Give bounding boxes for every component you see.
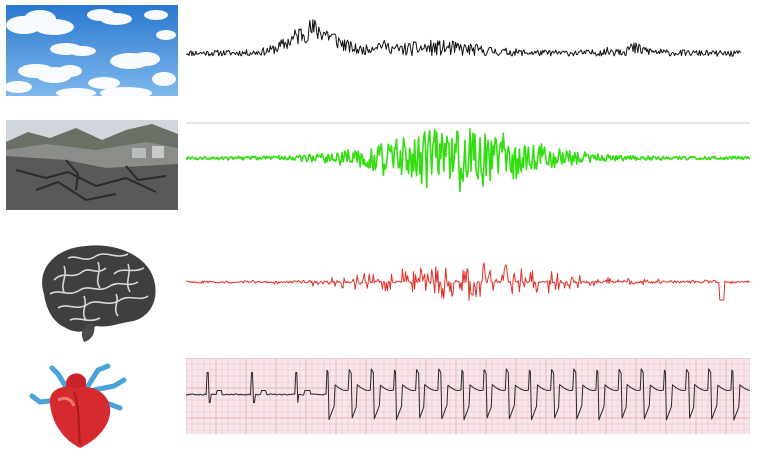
sky-photo-icon	[6, 5, 178, 96]
signal-line-heart	[186, 368, 750, 421]
signal-trace-brain	[186, 262, 750, 302]
signal-line-earthquake	[186, 128, 750, 193]
brain-illustration-icon	[24, 236, 166, 346]
signal-trace-sky	[186, 19, 741, 57]
earthquake-road-photo-icon	[6, 120, 178, 210]
signal-trace-earthquake	[186, 122, 750, 193]
ecg-grid-lines	[186, 358, 750, 434]
signal-line-brain	[186, 262, 750, 302]
signal-line-sky	[186, 19, 741, 57]
ecg-strip	[186, 358, 750, 434]
heart-illustration-icon	[28, 360, 134, 450]
